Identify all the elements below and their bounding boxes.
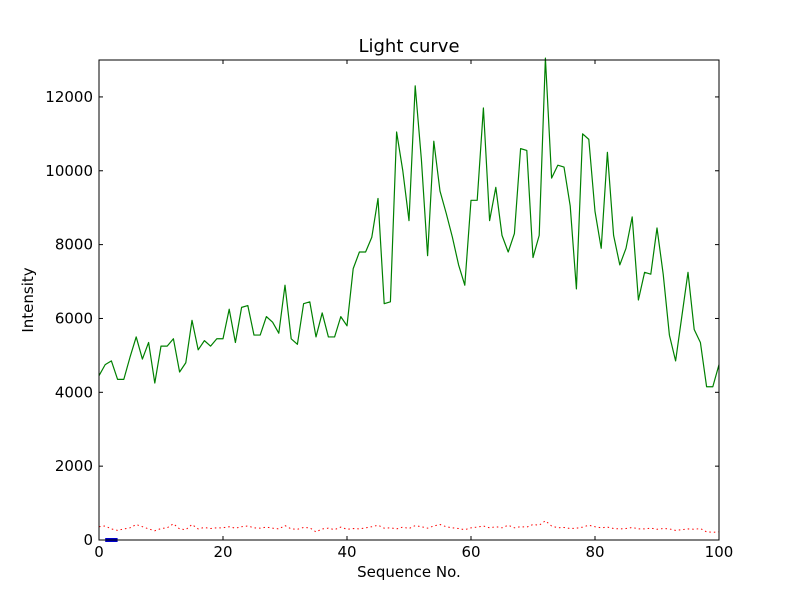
y-tick-label: 6000 — [55, 309, 93, 327]
x-tick-label: 80 — [585, 543, 604, 561]
series-line-1 — [98, 57, 720, 388]
y-tick-label: 0 — [83, 531, 93, 549]
series-line-2 — [98, 520, 720, 533]
plot-frame — [98, 59, 720, 541]
y-tick-label: 4000 — [55, 383, 93, 401]
y-axis-label: Intensity — [19, 267, 37, 332]
x-tick-label: 0 — [94, 543, 104, 561]
y-tick-label: 2000 — [55, 457, 93, 475]
x-tick-label: 40 — [337, 543, 356, 561]
chart-title: Light curve — [358, 36, 459, 57]
ticks-layer: 0 20 40 60 80 100 0 2000 4000 6000 8000 10000 12000 — [45, 60, 733, 561]
x-tick-label: 20 — [213, 543, 232, 561]
y-tick-label: 8000 — [55, 236, 93, 254]
y-tick-label: 12000 — [45, 88, 93, 106]
x-tick-label: 60 — [461, 543, 480, 561]
y-tick-label: 10000 — [45, 162, 93, 180]
x-tick-label: 100 — [705, 543, 734, 561]
x-axis-label: Sequence No. — [357, 563, 461, 581]
plot-area — [99, 60, 719, 540]
